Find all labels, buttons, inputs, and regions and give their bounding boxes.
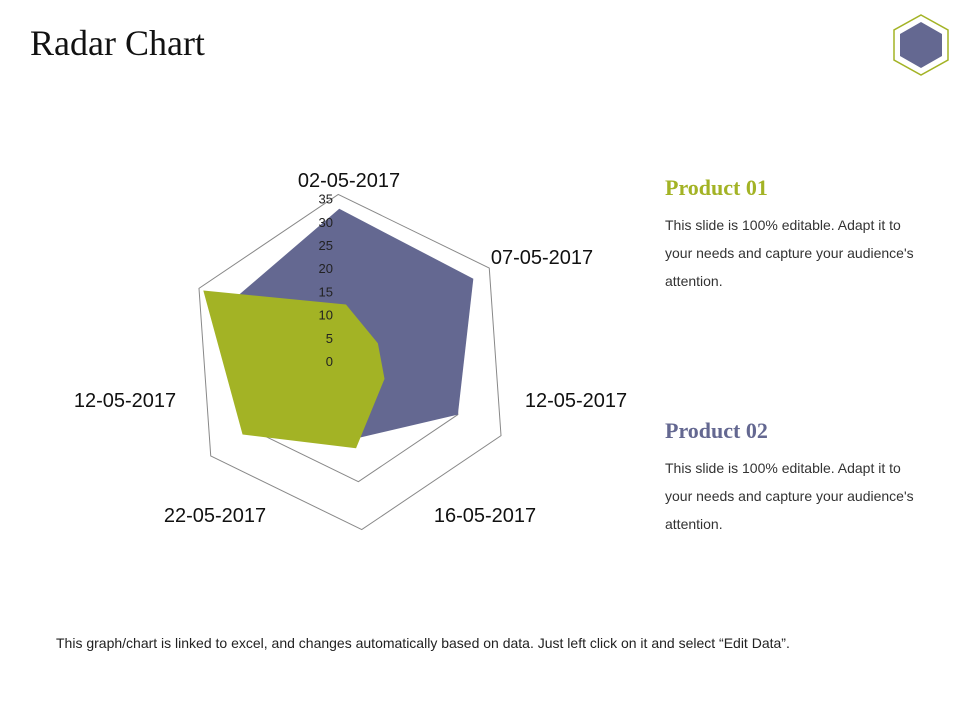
series-area-product-01	[203, 290, 385, 449]
radar-axis-labels: 02-05-2017 07-05-2017 12-05-2017 16-05-2017…	[74, 170, 627, 527]
axis-label-6: 12-05-2017	[74, 390, 176, 412]
tick-label-10: 10	[319, 308, 333, 323]
grid-ring-35	[198, 193, 502, 531]
axis-label-1: 02-05-2017	[298, 170, 400, 192]
legend-title-product-01: Product 01	[665, 175, 768, 200]
radar-series	[203, 208, 474, 449]
tick-label-30: 30	[319, 215, 333, 230]
radar-tick-labels: 0 5 10 15 20 25 30 35	[319, 192, 333, 369]
legend-title-product-02: Product 02	[665, 418, 768, 443]
axis-label-5: 22-05-2017	[164, 505, 266, 527]
tick-label-35: 35	[319, 192, 333, 207]
tick-label-15: 15	[319, 284, 333, 299]
legend-description-product-01: This slide is 100% editable. Adapt it to…	[665, 217, 914, 289]
hexagon-logo-icon	[893, 14, 949, 76]
axis-label-4: 16-05-2017	[434, 505, 536, 527]
legend-description-product-02: This slide is 100% editable. Adapt it to…	[665, 460, 914, 532]
page-title: Radar Chart	[30, 23, 205, 63]
tick-label-20: 20	[319, 261, 333, 276]
tick-label-25: 25	[319, 238, 333, 253]
tick-label-0: 0	[326, 354, 333, 369]
footer-note: This graph/chart is linked to excel, and…	[56, 635, 790, 651]
tick-label-5: 5	[326, 331, 333, 346]
axis-label-3: 12-05-2017	[525, 390, 627, 412]
axis-label-2: 07-05-2017	[491, 247, 593, 269]
